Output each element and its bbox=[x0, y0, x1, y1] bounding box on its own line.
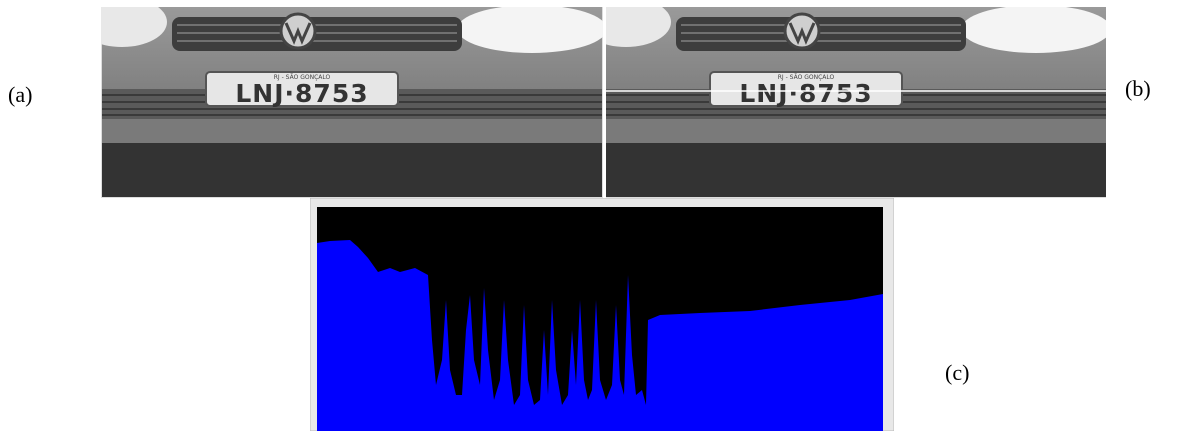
plate-number: LNJ·8753 bbox=[739, 79, 872, 108]
figure-page: (a) RJ - SÃO GONÇALO LNJ·8753 RJ - SÃO G… bbox=[0, 0, 1186, 431]
car-image: RJ - SÃO GONÇALO LNJ·8753 bbox=[606, 7, 1106, 198]
car-image: RJ - SÃO GONÇALO LNJ·8753 bbox=[101, 7, 603, 198]
panel-label: (a) bbox=[8, 82, 32, 108]
plate-number: LNJ·8753 bbox=[235, 79, 368, 108]
panel-label: (b) bbox=[1125, 76, 1151, 102]
panel-label: (c) bbox=[945, 360, 969, 386]
profile-plot bbox=[310, 198, 894, 431]
